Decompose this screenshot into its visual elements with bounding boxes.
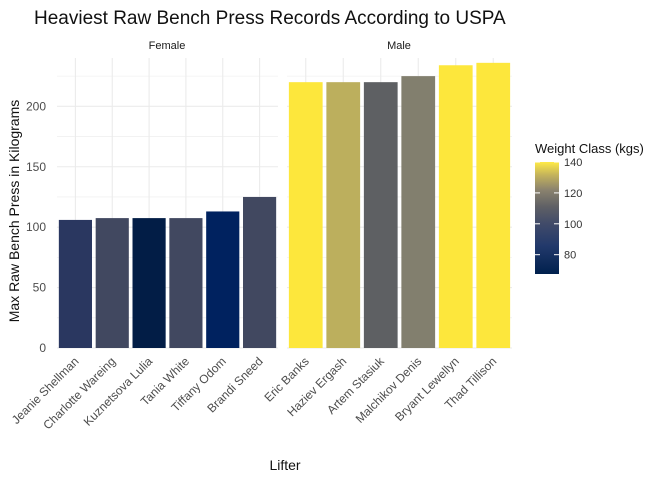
bar [326, 82, 361, 349]
facet-strip-label: Male [387, 40, 411, 52]
color-legend: Weight Class (kgs) 80 100 120 140 [535, 141, 644, 274]
bar [132, 218, 166, 348]
legend-title: Weight Class (kgs) [535, 141, 644, 156]
facet-strip-label: Female [149, 40, 186, 52]
x-tick-label: Jeanie Shellman [9, 354, 82, 427]
bar [58, 219, 92, 348]
bar [363, 82, 398, 349]
y-tick-label: 0 [39, 341, 46, 355]
legend-ticks: 80 100 120 140 [535, 157, 582, 262]
y-tick-label: 50 [33, 281, 47, 295]
x-tick-label: Bryant Lewellyn [392, 354, 462, 424]
bar [476, 62, 511, 348]
bar [206, 211, 240, 348]
x-tick-label: Malchikov Denis [353, 354, 425, 426]
chart-title: Heaviest Raw Bench Press Records Accordi… [34, 8, 506, 29]
bar [401, 76, 436, 348]
bar [169, 218, 203, 348]
bar [288, 82, 323, 349]
x-axis-title: Lifter [269, 457, 300, 473]
y-axis-title: Max Raw Bench Press in Kilograms [6, 100, 22, 323]
bar [243, 196, 277, 348]
legend-colorbar [535, 162, 559, 274]
legend-tick-label: 140 [564, 157, 582, 169]
legend-tick-label: 120 [564, 188, 582, 200]
bar [95, 218, 129, 348]
y-axis: 0 50 100 150 200 [26, 99, 46, 355]
legend-tick-label: 80 [564, 250, 576, 262]
bar [438, 65, 473, 348]
y-tick-label: 100 [26, 220, 46, 234]
legend-tick-label: 100 [564, 219, 582, 231]
y-tick-label: 150 [26, 160, 46, 174]
y-tick-label: 200 [26, 99, 46, 113]
